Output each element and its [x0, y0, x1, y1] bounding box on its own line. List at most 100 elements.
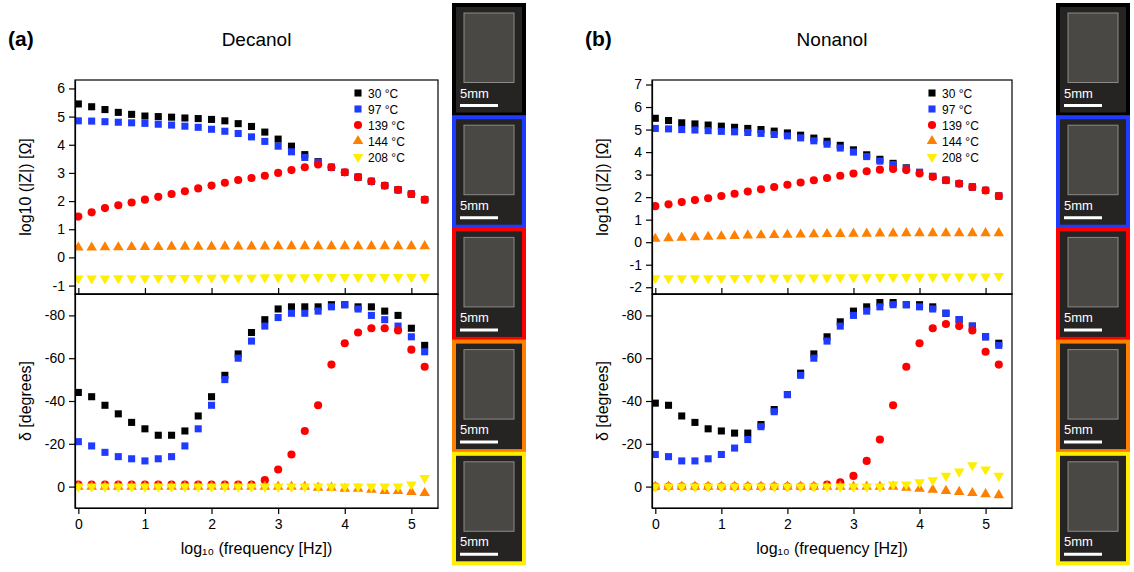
tick	[278, 288, 279, 294]
photo-sample	[464, 350, 514, 420]
point	[980, 273, 991, 282]
legend-marker	[928, 89, 935, 96]
point	[288, 310, 295, 317]
series	[75, 240, 430, 251]
series	[75, 301, 428, 439]
point	[795, 275, 806, 284]
point	[795, 484, 806, 493]
tick-mark	[985, 288, 986, 294]
point	[835, 484, 846, 493]
legend-label: 97 °C	[368, 103, 398, 117]
tick-mark	[721, 288, 722, 294]
y-axis-title: log10 (|Z|) [Ω]	[594, 138, 611, 236]
point	[663, 232, 674, 241]
tick: 7	[634, 76, 652, 92]
plot-frame	[652, 294, 1012, 508]
point	[888, 274, 899, 283]
tick-label: -1	[53, 278, 66, 294]
point	[341, 169, 348, 176]
tick: 4	[634, 144, 652, 160]
point	[326, 484, 337, 493]
point	[341, 168, 349, 176]
point	[729, 484, 740, 493]
plot-frame	[652, 80, 1012, 294]
point	[915, 339, 923, 347]
point	[927, 227, 938, 236]
point	[368, 312, 375, 319]
legend-label: 139 °C	[368, 119, 405, 133]
point	[126, 275, 137, 284]
point	[341, 301, 348, 308]
point	[115, 410, 122, 417]
point	[301, 303, 308, 310]
point	[381, 316, 388, 323]
tick-mark	[721, 508, 722, 514]
tick: -40	[45, 393, 75, 409]
point	[341, 169, 348, 176]
point	[355, 174, 362, 181]
point	[982, 186, 990, 194]
point	[718, 427, 725, 434]
point	[75, 275, 84, 284]
tick: 2	[57, 193, 75, 209]
point	[718, 128, 725, 135]
point	[876, 166, 884, 174]
point	[784, 391, 791, 398]
y-axis-title: log10 (|Z|) [Ω]	[17, 138, 34, 236]
point	[166, 275, 177, 284]
x-axis: 012345	[75, 508, 439, 532]
point	[88, 208, 96, 216]
point	[876, 435, 884, 443]
point	[848, 274, 859, 283]
tick-mark	[787, 508, 788, 514]
point	[809, 228, 820, 237]
point	[128, 111, 135, 118]
point	[678, 412, 685, 419]
tick-mark	[655, 508, 656, 514]
point	[716, 484, 727, 493]
legend-label: 144 °C	[942, 135, 979, 149]
point	[141, 425, 148, 432]
tick-mark	[345, 288, 346, 294]
y-axis-title: δ [degrees]	[17, 361, 34, 441]
point	[956, 180, 963, 187]
point	[980, 227, 991, 236]
tick-mark	[646, 401, 652, 402]
point	[890, 301, 897, 308]
chart: 0123450-20-40-60-80δ [degrees]log₁₀ (fre…	[17, 294, 439, 557]
series	[75, 117, 428, 203]
point	[888, 227, 899, 236]
point	[914, 227, 925, 236]
point	[339, 274, 350, 283]
axis-line	[652, 295, 653, 509]
photo-sample	[464, 125, 514, 195]
tick-mark	[646, 265, 652, 266]
legend-marker	[928, 121, 936, 129]
tick: 3	[634, 167, 652, 183]
point	[155, 121, 162, 128]
tick: -80	[622, 307, 652, 323]
tick-mark	[646, 175, 652, 176]
point	[849, 169, 857, 177]
tick-mark	[646, 220, 652, 221]
tick: 3	[850, 508, 858, 532]
point	[126, 241, 137, 250]
point	[421, 196, 428, 203]
tick-label: 5	[408, 516, 416, 532]
point	[153, 275, 164, 284]
point	[301, 310, 308, 317]
point	[809, 275, 820, 284]
point	[995, 192, 1002, 199]
point	[128, 119, 135, 126]
tick-mark	[69, 487, 75, 488]
legend-label: 144 °C	[368, 135, 405, 149]
tick-mark	[646, 444, 652, 445]
point	[942, 176, 950, 184]
point	[982, 348, 990, 356]
scale-label: 5mm	[460, 310, 489, 325]
point	[652, 202, 659, 210]
legend-label: 208 °C	[942, 151, 979, 165]
point	[220, 275, 231, 284]
tick-mark	[145, 288, 146, 294]
legend-label: 30 °C	[368, 87, 398, 101]
